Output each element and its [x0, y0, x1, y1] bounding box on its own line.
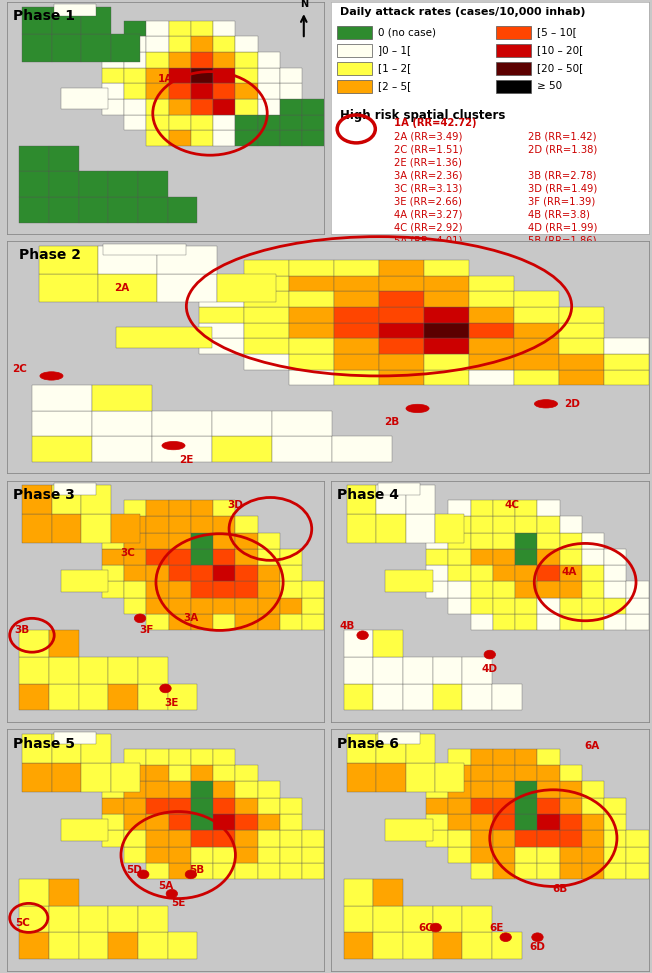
Text: 5D (RR=1.74): 5D (RR=1.74) — [528, 248, 597, 258]
Text: 4C (RR=2.92): 4C (RR=2.92) — [394, 222, 463, 233]
Text: [2 – 5[: [2 – 5[ — [379, 82, 412, 91]
Text: Phase 2: Phase 2 — [20, 248, 82, 263]
Text: 3B: 3B — [15, 626, 30, 635]
Text: Phase 6: Phase 6 — [337, 737, 399, 750]
Text: ]0 – 1[: ]0 – 1[ — [379, 46, 411, 55]
Circle shape — [134, 614, 146, 623]
Text: 5C: 5C — [15, 918, 30, 927]
Text: 1A: 1A — [158, 74, 173, 84]
Text: 3E (RR=2.66): 3E (RR=2.66) — [394, 197, 462, 206]
Text: [20 – 50[: [20 – 50[ — [537, 63, 584, 73]
Circle shape — [185, 870, 197, 879]
Circle shape — [430, 923, 441, 932]
Text: 3F (RR=1.39): 3F (RR=1.39) — [528, 197, 595, 206]
Text: Daily attack rates (cases/10,000 inhab): Daily attack rates (cases/10,000 inhab) — [340, 7, 586, 18]
Text: 4B: 4B — [339, 621, 355, 631]
Circle shape — [160, 684, 171, 693]
Text: 3C (RR=3.13): 3C (RR=3.13) — [394, 183, 463, 194]
Text: 4C: 4C — [505, 500, 520, 510]
Text: 6E: 6E — [489, 922, 503, 932]
Text: 5C (RR=1.77): 5C (RR=1.77) — [394, 248, 463, 258]
Text: 2D (RR=1.38): 2D (RR=1.38) — [528, 144, 597, 154]
Circle shape — [357, 631, 368, 639]
Text: 2B (RR=1.42): 2B (RR=1.42) — [528, 131, 597, 141]
Text: High risk spatial clusters: High risk spatial clusters — [340, 109, 506, 123]
Text: 1A (RR=42.72): 1A (RR=42.72) — [394, 118, 477, 128]
Text: ≥ 50: ≥ 50 — [537, 82, 563, 91]
Text: 3B (RR=2.78): 3B (RR=2.78) — [528, 170, 597, 180]
Text: 6B: 6B — [552, 883, 567, 894]
Text: 5A: 5A — [158, 882, 173, 891]
Text: 6B (RR=1.73): 6B (RR=1.73) — [528, 274, 597, 284]
Text: 5E: 5E — [171, 898, 185, 909]
Text: 6D: 6D — [529, 942, 546, 952]
Text: [1 – 2[: [1 – 2[ — [379, 63, 412, 73]
Text: 2E: 2E — [179, 454, 194, 464]
Text: 0 (no case): 0 (no case) — [379, 27, 436, 37]
Circle shape — [535, 400, 557, 408]
Text: 3C: 3C — [120, 548, 135, 559]
Text: [5 – 10[: [5 – 10[ — [537, 27, 577, 37]
Bar — [496, 62, 531, 75]
Circle shape — [406, 404, 429, 413]
Text: 2A (RR=3.49): 2A (RR=3.49) — [394, 131, 463, 141]
Text: Phase 3: Phase 3 — [13, 487, 75, 502]
Circle shape — [532, 933, 543, 942]
Bar — [496, 44, 531, 56]
Text: 3A (RR=2.36): 3A (RR=2.36) — [394, 170, 463, 180]
Text: 4D (RR=1.99): 4D (RR=1.99) — [528, 222, 597, 233]
Circle shape — [166, 889, 177, 898]
Circle shape — [500, 933, 511, 942]
Circle shape — [484, 650, 496, 659]
Text: 6C (RR=1.73): 6C (RR=1.73) — [394, 287, 463, 297]
Bar — [337, 62, 372, 75]
Text: 5B (RR=1.86): 5B (RR=1.86) — [528, 235, 597, 245]
Text: 3D (RR=1.49): 3D (RR=1.49) — [528, 183, 597, 194]
Text: 2B: 2B — [384, 417, 400, 427]
Text: 5D: 5D — [126, 865, 141, 875]
Text: 6A: 6A — [584, 741, 599, 751]
Text: 2A: 2A — [115, 283, 130, 293]
Text: 6D (RR=1.47): 6D (RR=1.47) — [528, 287, 597, 297]
Text: Phase 4: Phase 4 — [337, 487, 399, 502]
Circle shape — [162, 442, 185, 450]
Text: 3F: 3F — [140, 626, 154, 635]
Text: 4A (RR=3.27): 4A (RR=3.27) — [394, 209, 463, 219]
Text: 3A: 3A — [183, 613, 199, 624]
Text: 4B (RR=3.8): 4B (RR=3.8) — [528, 209, 590, 219]
Text: 5A (RR=4.01): 5A (RR=4.01) — [394, 235, 463, 245]
Text: 6A (RR=2.81): 6A (RR=2.81) — [394, 274, 463, 284]
Bar — [337, 80, 372, 92]
Circle shape — [40, 372, 63, 380]
Text: 5B: 5B — [190, 865, 205, 875]
Bar — [337, 25, 372, 39]
Text: 5E (RR=1.6): 5E (RR=1.6) — [394, 261, 456, 271]
Bar — [496, 80, 531, 92]
Text: 4D: 4D — [482, 665, 497, 674]
Text: 2C: 2C — [12, 364, 27, 374]
Text: 6E (RR=1.32): 6E (RR=1.32) — [394, 301, 462, 310]
Text: 2C (RR=1.51): 2C (RR=1.51) — [394, 144, 463, 154]
Text: 3D: 3D — [228, 500, 243, 510]
Text: [10 – 20[: [10 – 20[ — [537, 46, 584, 55]
Text: N: N — [300, 0, 308, 9]
Text: Phase 1: Phase 1 — [13, 9, 75, 23]
Text: 2D: 2D — [564, 399, 580, 409]
Text: Phase 5: Phase 5 — [13, 737, 75, 750]
Circle shape — [138, 870, 149, 879]
Bar — [337, 44, 372, 56]
Text: 4A: 4A — [561, 567, 577, 577]
Text: 2E (RR=1.36): 2E (RR=1.36) — [394, 158, 462, 167]
Text: 3E: 3E — [165, 698, 179, 708]
Bar — [496, 25, 531, 39]
Text: 6C: 6C — [419, 922, 434, 932]
